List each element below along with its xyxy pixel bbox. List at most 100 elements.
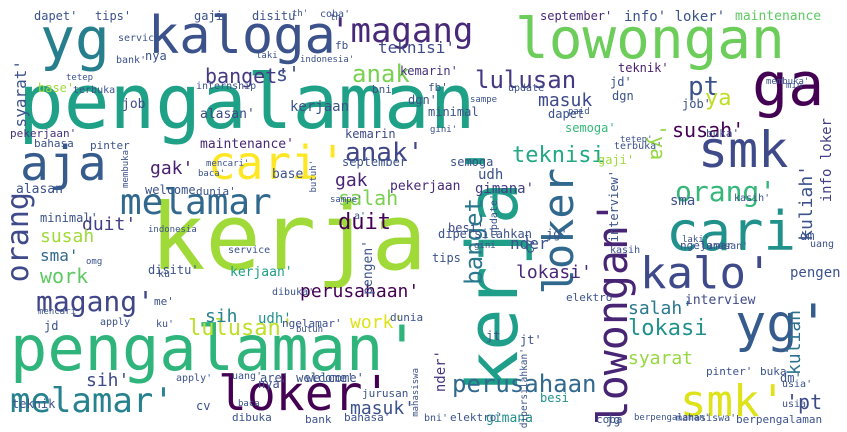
word-dipersilahkan-quote: dipersilahkan' [519, 348, 530, 429]
word-loker-quote: loker' [218, 366, 392, 422]
word-gaji: gaji [194, 9, 223, 23]
word-kemarin-quote: kemarin' [400, 64, 458, 78]
word-tetep-quote: tetep' [620, 135, 653, 145]
word-jg: jg [606, 413, 621, 427]
word-pt-quote: 'pt [786, 390, 823, 414]
word-pekerjaan: pekerjaan [390, 179, 461, 194]
word-usia: usia [782, 399, 807, 410]
word-pengen-quote: pengen' [361, 240, 376, 295]
word-teknisi-quote: teknisi' [378, 38, 456, 57]
word-baca: baca [238, 399, 260, 409]
word-membuka: membuka [121, 150, 131, 188]
word-ya: ya [705, 86, 732, 111]
word-semoga-quote: semoga' [565, 121, 616, 135]
word-smk: smk [698, 121, 789, 179]
word-kerja: kerja [150, 184, 427, 291]
word-uang: uang [810, 239, 835, 250]
word-salah: salah [338, 186, 399, 210]
word-duit-quote: duit' [82, 214, 137, 235]
word-gak-quote: gak' [150, 158, 194, 179]
word-gini-quote: gini' [430, 125, 458, 135]
word-lulusan-quote: lulusan' [188, 316, 294, 341]
word-maintenance: maintenance [735, 9, 822, 24]
word-paid: paid [568, 107, 590, 117]
word-elektro-quote: elektro' [450, 411, 503, 424]
word-kuliah: kuliah [784, 310, 805, 376]
word-mencari-quote: mencari' [206, 159, 250, 169]
word-butuh: butuh [296, 325, 324, 335]
word-tetep: tetep [66, 73, 94, 83]
word-pengen: pengen [790, 265, 841, 281]
word-coba-quote: coba' [320, 9, 351, 20]
word-berpengalaman: berpengalaman [736, 413, 823, 426]
word-ku-quote: ku' [156, 319, 175, 330]
word-interview: interview [685, 293, 756, 308]
word-bahasa-quote: bahasa' [344, 411, 391, 424]
word-ku: ku [158, 269, 171, 280]
word-membuka-quote: membuka' [766, 77, 810, 87]
word-teknik-quote: teknik' [618, 61, 669, 75]
word-aja: aja [20, 136, 107, 192]
word-syarat: syarat [628, 348, 694, 369]
word-work: work [40, 264, 89, 288]
word-semoga: semoga [450, 155, 494, 169]
word-anak-quote: anak' [345, 138, 424, 168]
word-yg: yg [40, 5, 110, 73]
word-udh-quote: udh' [258, 311, 292, 327]
word-sma: sma [670, 193, 696, 209]
word-masuk: masuk [538, 90, 593, 111]
word-kemarin: kemarin [345, 127, 396, 141]
word-september: september [342, 155, 408, 169]
word-internship: internship [196, 81, 257, 92]
word-welcome: welcome [145, 183, 196, 197]
word-nder-quote: nder' [433, 350, 449, 393]
word-berpengalaman-quote: berpengalaman' [634, 413, 710, 423]
word-dgn: dgn [612, 89, 634, 103]
word-butuh-quote: butuh' [309, 160, 319, 193]
word-work-quote: work' [350, 312, 405, 333]
word-info-loker: info loker [819, 118, 835, 203]
word-sma-quote: sma' [40, 246, 79, 265]
word-dm: dm [800, 229, 815, 243]
word-laki-quote: laki' [682, 235, 710, 245]
word-laki: laki [256, 51, 278, 61]
word-omg: omg [86, 257, 103, 267]
word-orang-quote: orang' [675, 175, 777, 208]
word-th: th [330, 13, 341, 23]
word-min: min [786, 81, 803, 91]
word-smk-quote: smk' [680, 376, 786, 427]
word-gaji-quote: gaji' [598, 153, 635, 167]
word-cari: cari [666, 200, 797, 263]
word-kaloga: kaloga [148, 6, 336, 66]
word-sih: sih [205, 306, 238, 327]
word-me-quote: me' [154, 295, 174, 308]
word-bank-quote: bank' [116, 55, 147, 66]
word-minimal: minimal [428, 105, 479, 119]
word-usia-quote: usia' [782, 379, 813, 390]
word-banget-quote: banget' [205, 64, 290, 88]
word-teknik: teknik [12, 397, 56, 411]
word-update-quote: update' [489, 194, 500, 237]
word-bni: bni [372, 83, 392, 96]
word-nder: nder [510, 234, 549, 253]
word-mencari: mencari [38, 307, 76, 317]
word-fb: fb [335, 39, 349, 52]
word-apply-quote: apply' [176, 373, 213, 384]
word-besi: besi [540, 391, 569, 405]
word-base-quote: base' [38, 81, 75, 95]
word-jt-quote: jt' [520, 333, 542, 347]
word-dibuka: dibuka [232, 411, 272, 424]
word-job-quote: job' [682, 97, 711, 111]
word-elektro: elektro [566, 291, 613, 304]
word-apply: apply [100, 317, 131, 328]
word-melamar-quote: melamar' [10, 381, 174, 421]
word-baca-quote: baca' [198, 169, 226, 179]
word-terbuka-quote: terbuka' [614, 141, 663, 152]
word-lowongan: lowongan [515, 7, 785, 72]
word-mahasiswa-quote: mahasiswa' [676, 413, 737, 424]
word-jd: jd [44, 319, 59, 333]
word-jurusan: jurusan [362, 387, 409, 400]
word-lokasi-quote: lokasi' [516, 262, 592, 283]
word-besi-quote: besi' [448, 221, 485, 235]
word-duit: duit [338, 210, 391, 235]
